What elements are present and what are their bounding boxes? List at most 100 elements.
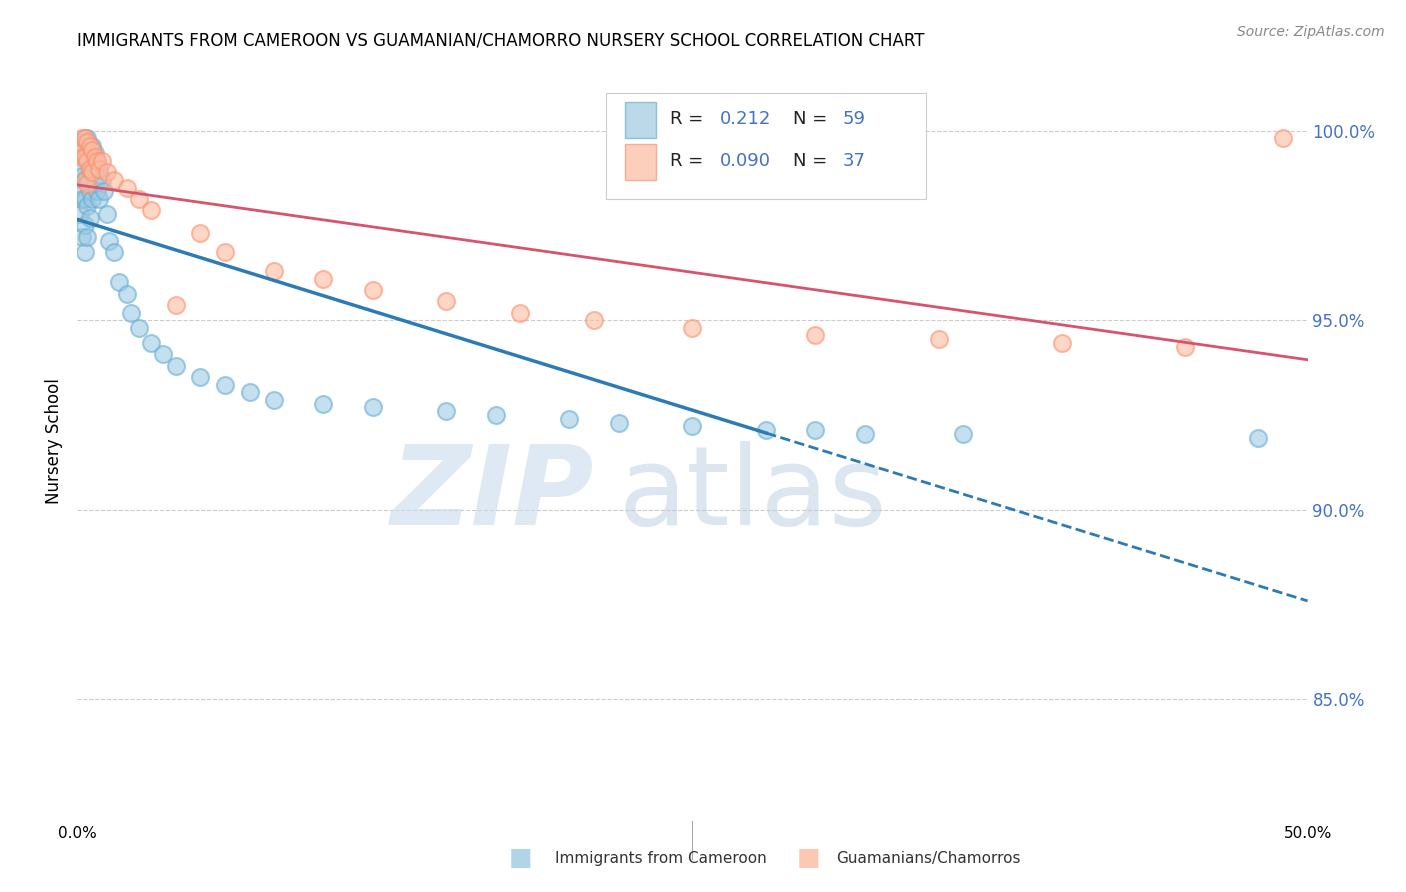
Point [73, 150, 96, 164]
Point [73, 219, 96, 233]
Point [804, 423, 827, 437]
Point [312, 271, 335, 285]
Point [70, 192, 93, 206]
Point [86, 153, 108, 168]
Point [98, 234, 121, 248]
Point [83, 146, 105, 161]
Point [76, 135, 98, 149]
Point [485, 408, 508, 422]
Point [214, 244, 236, 259]
Point [69, 188, 91, 202]
Text: ZIP: ZIP [391, 442, 595, 548]
Point [73, 192, 96, 206]
Point [755, 423, 778, 437]
Point [79, 184, 101, 198]
Point [83, 150, 105, 164]
Point [312, 396, 335, 410]
Point [509, 305, 531, 319]
Point [89, 192, 111, 206]
Point [952, 426, 974, 441]
Point [583, 313, 606, 327]
Text: R =: R = [671, 152, 709, 170]
Point [188, 370, 212, 384]
Point [108, 275, 131, 289]
Point [76, 173, 98, 187]
Point [928, 332, 950, 346]
Point [82, 138, 104, 153]
Point [1174, 340, 1197, 354]
Point [82, 192, 104, 206]
Text: ■: ■ [509, 847, 531, 870]
Point [128, 192, 150, 206]
Point [76, 199, 98, 213]
Point [73, 244, 96, 259]
Point [79, 161, 101, 176]
Text: 37: 37 [842, 152, 866, 170]
Point [70, 131, 93, 145]
Point [152, 347, 174, 361]
Point [1247, 431, 1270, 445]
Point [89, 161, 111, 176]
Point [73, 173, 96, 187]
Point [76, 229, 98, 244]
Point [103, 244, 125, 259]
Point [93, 184, 115, 198]
Point [90, 153, 114, 168]
Point [607, 416, 630, 430]
Y-axis label: Nursery School: Nursery School [45, 378, 63, 505]
Text: Source: ZipAtlas.com: Source: ZipAtlas.com [1237, 25, 1385, 39]
Point [70, 229, 93, 244]
Point [79, 161, 101, 176]
Text: IMMIGRANTS FROM CAMEROON VS GUAMANIAN/CHAMORRO NURSERY SCHOOL CORRELATION CHART: IMMIGRANTS FROM CAMEROON VS GUAMANIAN/CH… [77, 32, 925, 50]
Point [682, 320, 704, 334]
Text: N =: N = [793, 152, 834, 170]
Point [436, 404, 458, 418]
Point [73, 173, 96, 187]
Point [361, 401, 384, 415]
Point [103, 173, 125, 187]
Text: R =: R = [671, 111, 709, 128]
Point [70, 143, 93, 157]
Point [89, 161, 111, 176]
Text: atlas: atlas [619, 442, 887, 548]
Point [121, 305, 143, 319]
Point [263, 264, 285, 278]
FancyBboxPatch shape [624, 144, 655, 180]
Text: 0.090: 0.090 [720, 152, 770, 170]
Point [141, 335, 163, 350]
Point [69, 143, 91, 157]
Point [83, 177, 105, 191]
Text: Immigrants from Cameroon: Immigrants from Cameroon [555, 851, 768, 865]
Point [1050, 335, 1073, 350]
Point [263, 392, 285, 407]
Point [76, 153, 98, 168]
Point [165, 298, 187, 312]
Point [82, 165, 104, 179]
Point [804, 328, 827, 343]
Point [115, 286, 138, 301]
Point [79, 138, 101, 153]
Text: 59: 59 [842, 111, 866, 128]
Point [853, 426, 876, 441]
Point [69, 207, 91, 221]
Text: N =: N = [793, 111, 834, 128]
Point [82, 143, 104, 157]
Text: 0.212: 0.212 [720, 111, 770, 128]
Text: ■: ■ [797, 847, 820, 870]
Point [1272, 131, 1295, 145]
Text: Guamanians/Chamorros: Guamanians/Chamorros [837, 851, 1021, 865]
Point [682, 419, 704, 434]
Point [86, 184, 108, 198]
Point [70, 150, 93, 164]
Point [73, 131, 96, 145]
Point [69, 161, 91, 176]
Point [76, 131, 98, 145]
FancyBboxPatch shape [606, 93, 927, 199]
Point [165, 359, 187, 373]
Point [79, 138, 101, 153]
Point [128, 320, 150, 334]
Point [141, 203, 163, 218]
FancyBboxPatch shape [624, 102, 655, 138]
Point [70, 169, 93, 183]
Point [90, 173, 114, 187]
